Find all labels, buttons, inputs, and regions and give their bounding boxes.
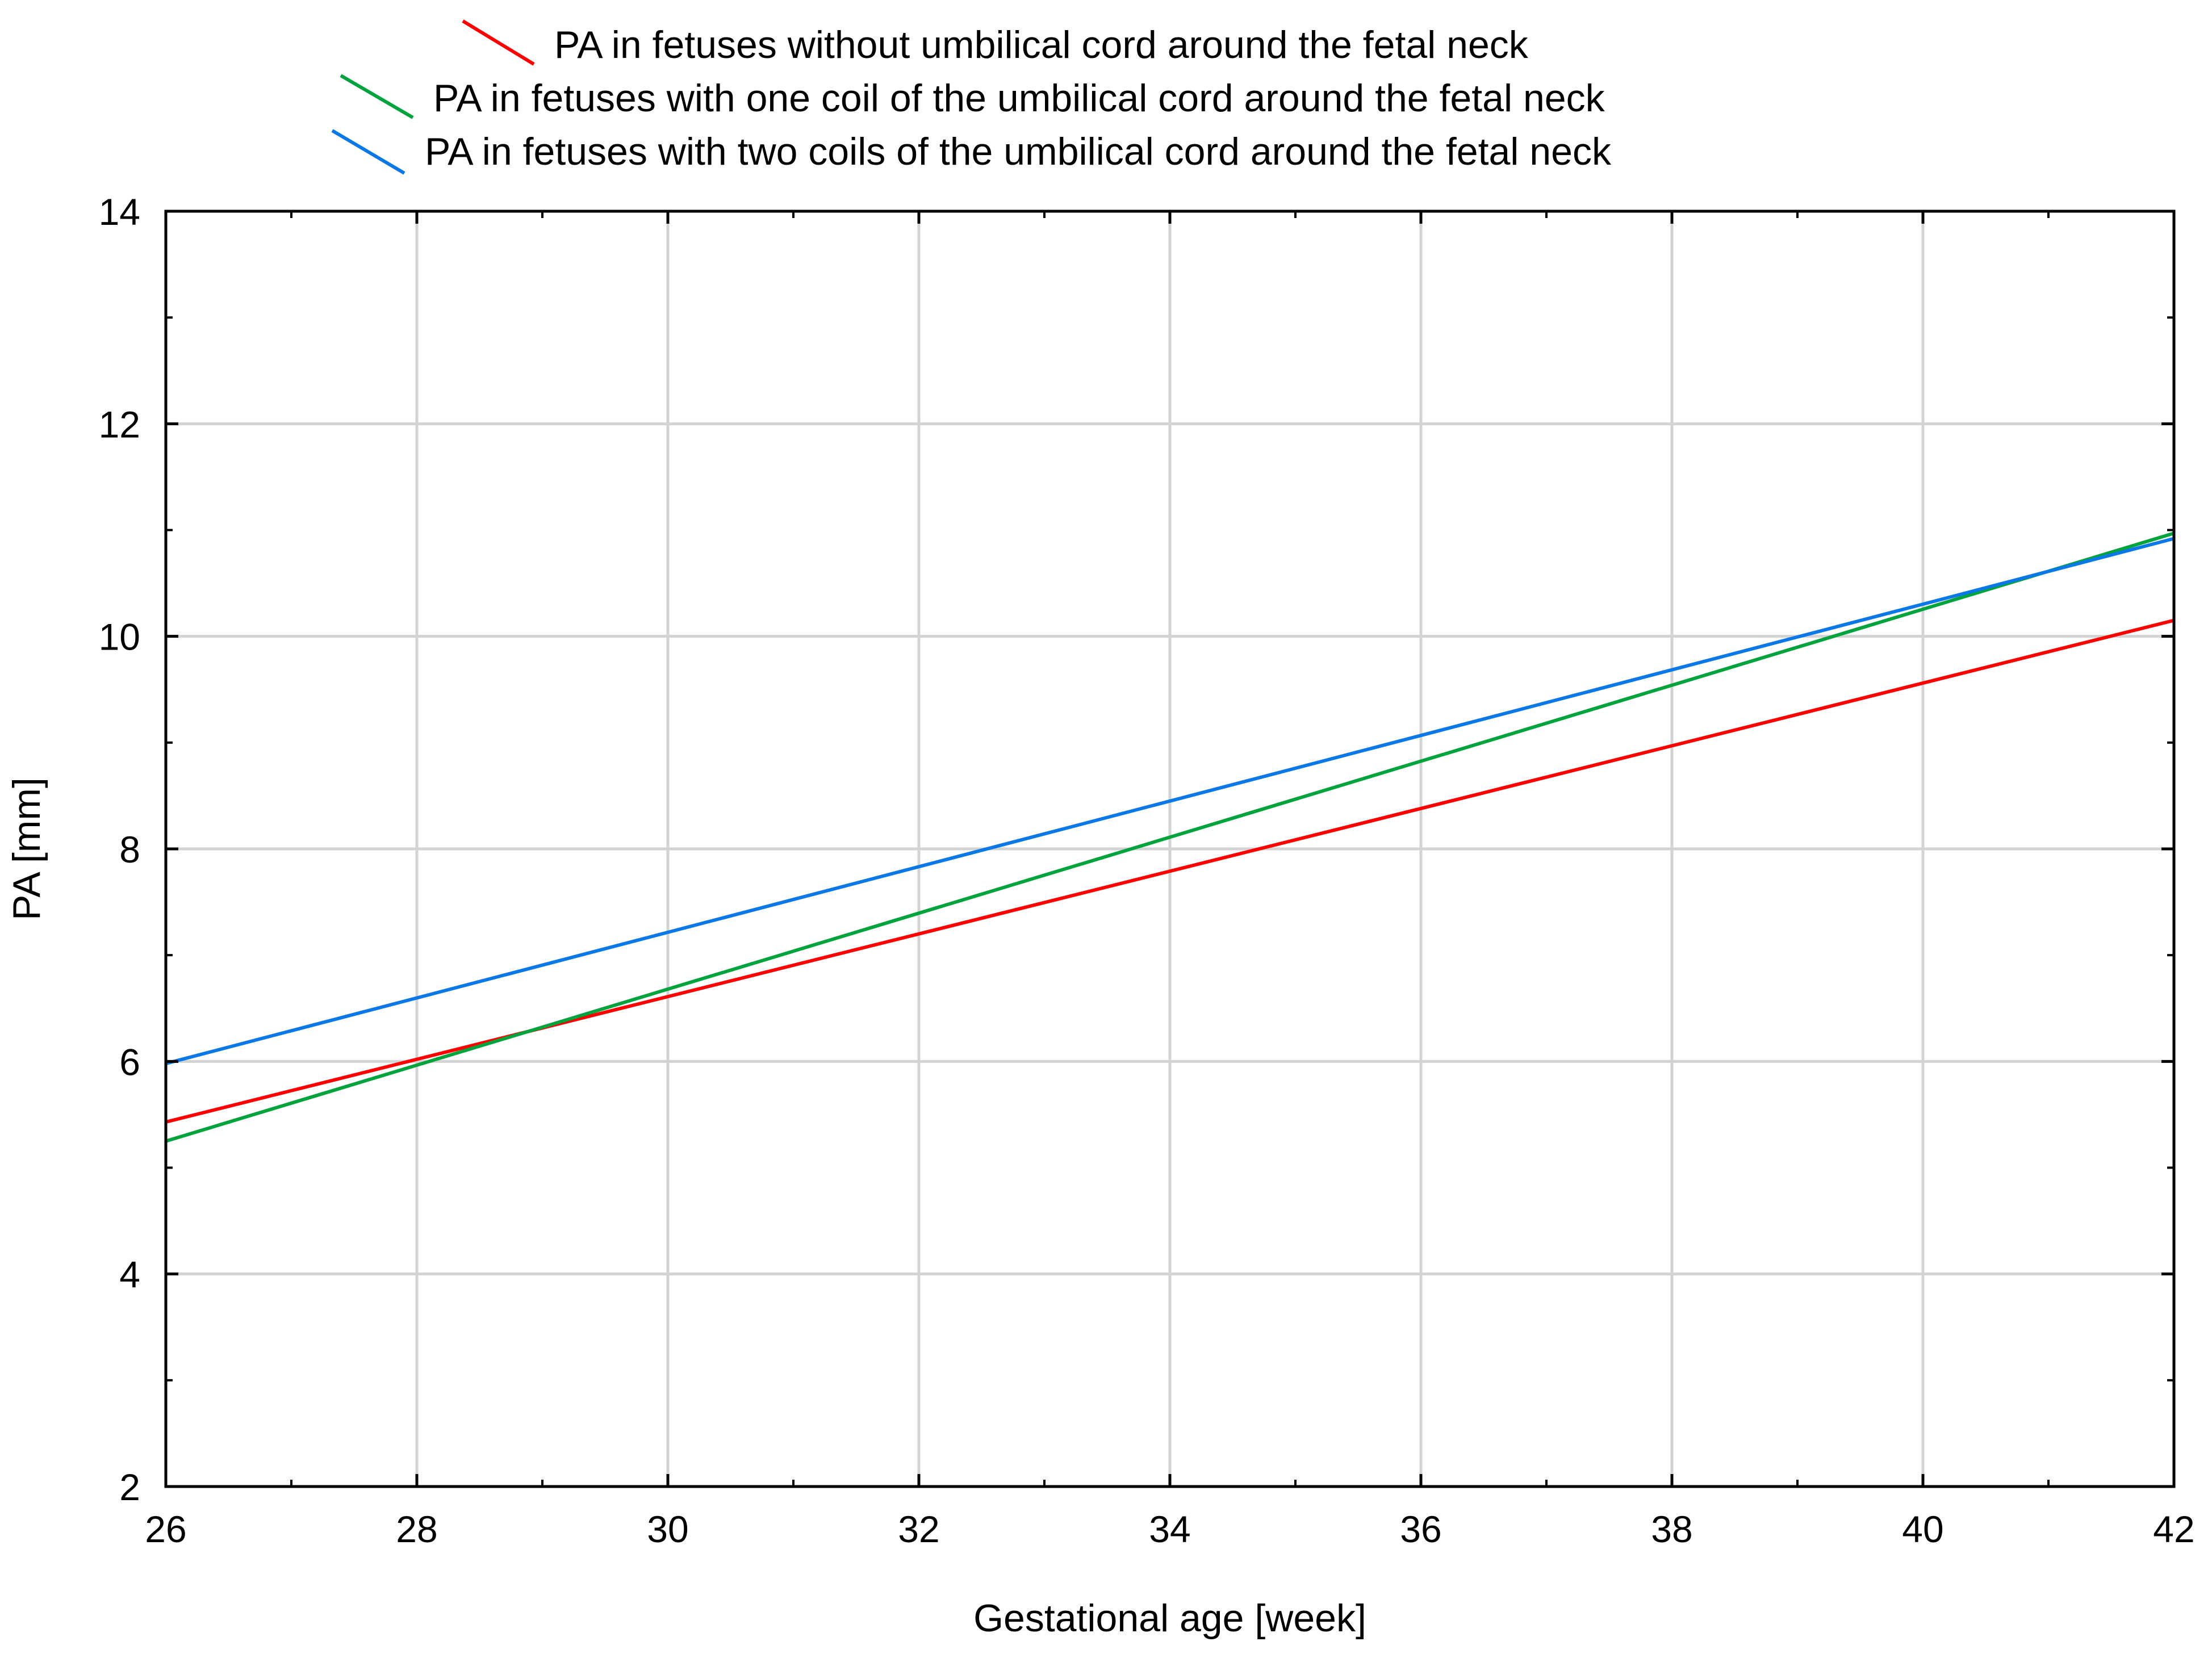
x-tick-label: 26 [145,1508,186,1550]
y-tick-label: 12 [99,403,140,445]
y-axis-title: PA [mm] [5,777,48,920]
y-tick-label: 2 [119,1466,140,1508]
legend-label-2: PA in fetuses with one coil of the umbil… [433,77,1605,120]
x-tick-label: 40 [1902,1508,1943,1550]
y-tick-label: 10 [99,616,140,658]
legend-swatch-3 [331,129,405,175]
legend-swatch-2 [340,74,414,119]
y-tick-label: 8 [119,828,140,870]
axis-ticks [164,210,2176,1488]
legend-label-3: PA in fetuses with two coils of the umbi… [425,130,1612,173]
x-tick-label: 28 [396,1508,437,1550]
x-tick-label: 30 [647,1508,688,1550]
legend-swatch-1 [462,19,535,66]
x-tick-label: 38 [1651,1508,1692,1550]
series-lines [165,531,2175,1143]
x-tick-label: 36 [1400,1508,1441,1550]
legend: PA in fetuses without umbilical cord aro… [331,19,1612,175]
grid-lines [166,211,2174,1487]
x-tick-label: 34 [1149,1508,1190,1550]
x-tick-label: 42 [2153,1508,2194,1550]
series-line-2 [165,531,2175,1143]
y-tick-label: 14 [99,191,140,233]
x-axis-title: Gestational age [week] [973,1597,1366,1640]
y-tick-label: 6 [119,1041,140,1083]
legend-label-1: PA in fetuses without umbilical cord aro… [554,23,1529,66]
y-tick-label: 4 [119,1254,140,1296]
x-tick-label: 32 [898,1508,939,1550]
series-line-3 [165,537,2175,1065]
